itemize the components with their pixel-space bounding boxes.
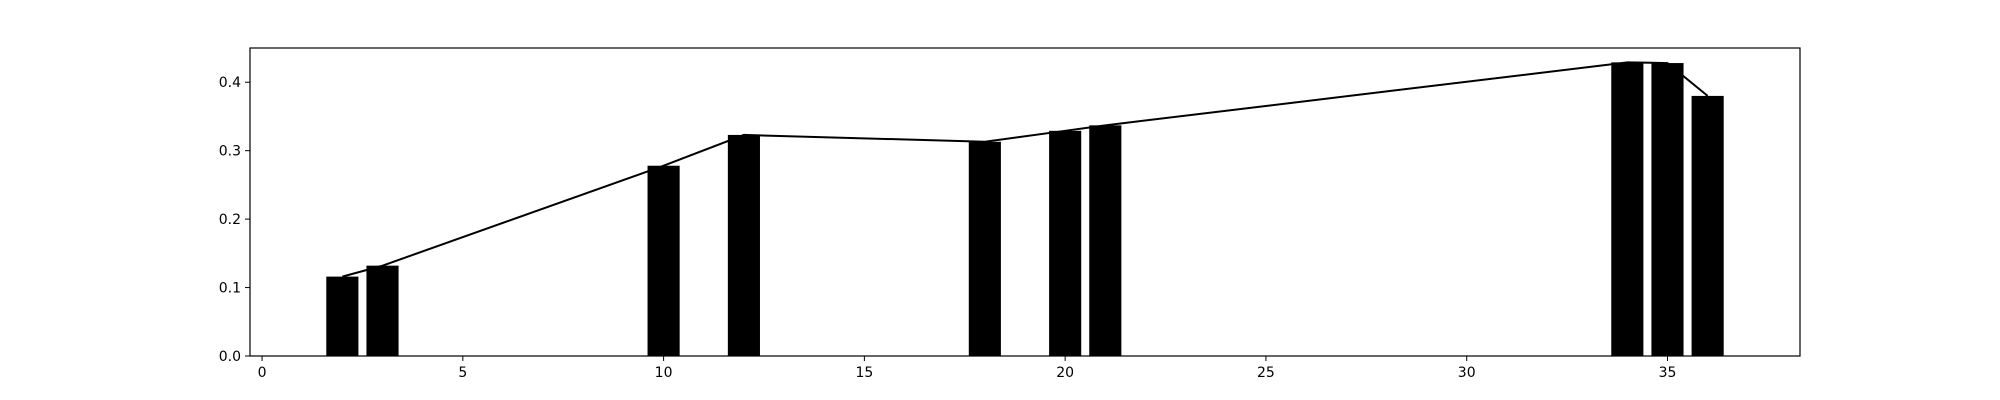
y-tick-label: 0.0 <box>219 349 241 365</box>
y-tick-label: 0.4 <box>219 75 241 91</box>
x-tick-label: 5 <box>458 365 467 381</box>
x-tick-label: 35 <box>1659 365 1677 381</box>
bar-x34 <box>1611 62 1644 357</box>
bar-x2 <box>326 276 359 356</box>
series-line <box>342 61 1709 278</box>
y-axis-ticks: 0.0 0.1 0.2 0.3 0.4 <box>219 75 250 365</box>
x-tick-label: 30 <box>1458 365 1476 381</box>
bar-x20 <box>1049 130 1082 356</box>
bar-x18 <box>968 141 1001 356</box>
x-tick-label: 0 <box>258 365 267 381</box>
x-tick-label: 15 <box>855 365 873 381</box>
bar-x3 <box>366 265 399 356</box>
x-tick-label: 25 <box>1257 365 1275 381</box>
y-tick-label: 0.3 <box>219 144 241 160</box>
bar-x12 <box>727 134 760 356</box>
bar-x36 <box>1691 95 1724 357</box>
y-tick-label: 0.2 <box>219 212 241 228</box>
bar-x35 <box>1651 63 1684 357</box>
line-layer <box>342 61 1709 278</box>
x-tick-label: 10 <box>655 365 673 381</box>
bar-x21 <box>1089 125 1122 356</box>
bar-x10 <box>647 165 680 356</box>
bars-layer <box>326 62 1724 357</box>
x-axis-ticks: 0 5 10 15 20 25 30 35 <box>258 356 1677 381</box>
x-tick-label: 20 <box>1056 365 1074 381</box>
axes-frame <box>249 47 1801 357</box>
y-tick-label: 0.1 <box>219 281 241 297</box>
